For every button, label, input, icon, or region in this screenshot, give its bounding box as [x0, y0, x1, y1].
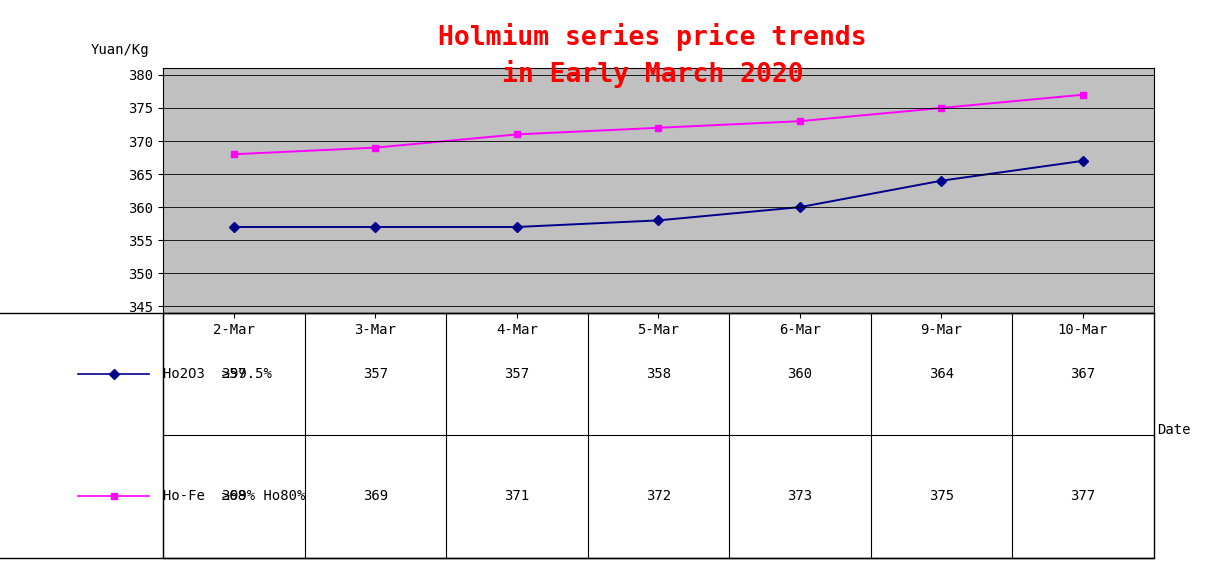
Text: 371: 371	[504, 489, 529, 504]
Text: 377: 377	[1070, 489, 1096, 504]
Text: 357: 357	[362, 367, 388, 381]
Text: Holmium series price trends
in Early March 2020: Holmium series price trends in Early Mar…	[439, 23, 866, 88]
Text: 369: 369	[362, 489, 388, 504]
Text: 372: 372	[646, 489, 670, 504]
Text: 360: 360	[788, 367, 813, 381]
Text: Yuan/Kg: Yuan/Kg	[91, 43, 150, 57]
Text: Ho-Fe  ≥99% Ho80%: Ho-Fe ≥99% Ho80%	[163, 489, 306, 504]
Text: Date: Date	[1157, 423, 1191, 436]
Text: 357: 357	[504, 367, 529, 381]
Text: 373: 373	[788, 489, 813, 504]
Text: Ho2O3  ≥99.5%: Ho2O3 ≥99.5%	[163, 367, 272, 381]
Text: 364: 364	[929, 367, 954, 381]
Text: 358: 358	[646, 367, 670, 381]
Text: 368: 368	[221, 489, 246, 504]
Text: 375: 375	[929, 489, 954, 504]
Text: 367: 367	[1070, 367, 1096, 381]
Text: 357: 357	[221, 367, 246, 381]
